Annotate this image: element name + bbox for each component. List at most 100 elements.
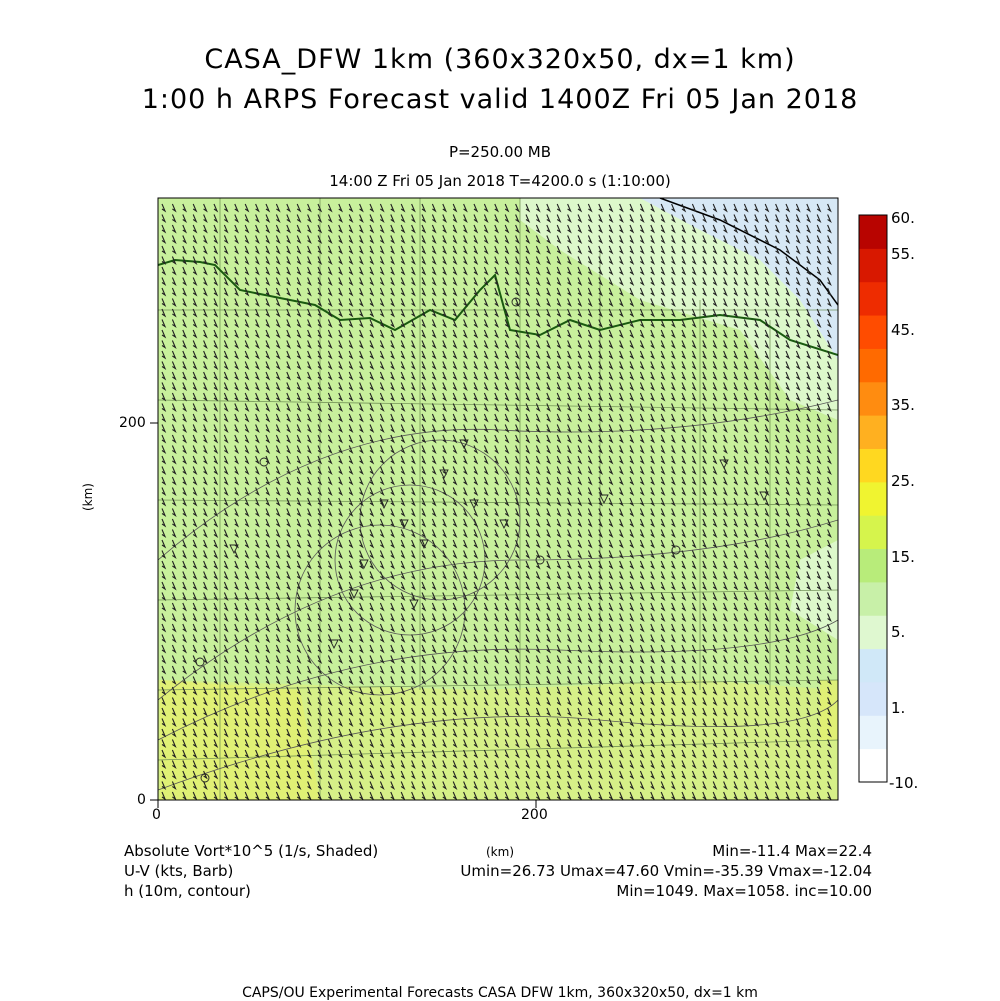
wind-barb (764, 329, 770, 339)
wind-barb (265, 203, 271, 213)
wind-barb (213, 749, 219, 759)
wind-barb (411, 749, 416, 759)
wind-barb (525, 235, 531, 244)
wind-barb (359, 235, 364, 244)
wind-barb (556, 445, 562, 454)
wind-barb (171, 392, 177, 402)
wind-barb (244, 235, 250, 244)
wind-barb (483, 602, 489, 612)
wind-barb (702, 770, 708, 780)
wind-barb (192, 529, 198, 538)
wind-barb (587, 560, 593, 570)
wind-barb (327, 508, 333, 517)
wind-barb (203, 592, 208, 601)
wind-barb (795, 791, 801, 800)
wind-barb (411, 361, 416, 370)
wind-barb (359, 644, 364, 654)
wind-barb (338, 287, 344, 297)
wind-barb (598, 266, 604, 276)
wind-barb (483, 224, 489, 234)
wind-barb (577, 686, 583, 696)
wind-barb (463, 644, 468, 654)
wind-barb (515, 424, 520, 433)
wind-barb (203, 413, 208, 423)
wind-barb (400, 770, 406, 780)
wind-barb (161, 434, 167, 444)
wind-barb (421, 466, 427, 475)
wind-barb (275, 455, 281, 465)
wind-barb (213, 277, 219, 286)
wind-barb (213, 508, 219, 517)
wind-barb (681, 539, 687, 549)
wind-barb (359, 476, 364, 486)
wind-barb (234, 602, 240, 612)
wind-barb (691, 581, 697, 591)
wind-barb (691, 676, 697, 685)
wind-barb (421, 298, 427, 307)
wind-barb (764, 277, 770, 286)
wind-barb (348, 350, 354, 360)
wind-barb (213, 718, 219, 727)
wind-barb (296, 350, 302, 360)
wind-barb (504, 319, 510, 328)
wind-barb (452, 497, 458, 507)
wind-barb (255, 613, 260, 622)
wind-barb (286, 497, 292, 507)
wind-barb (556, 256, 562, 265)
wind-barb (650, 718, 656, 727)
wind-barb (255, 203, 260, 213)
wind-barb (650, 581, 656, 591)
wind-barb (203, 214, 208, 223)
wind-barb (244, 392, 250, 402)
wind-barb (827, 686, 832, 696)
wind-barb (691, 203, 697, 213)
wind-barb (754, 707, 760, 717)
wind-barb (671, 728, 676, 738)
colorbar (859, 215, 887, 783)
wind-barb (504, 245, 510, 255)
wind-barb (504, 550, 510, 559)
wind-barb (754, 308, 760, 318)
wind-barb (286, 371, 292, 381)
wind-barb (515, 686, 520, 696)
wind-barb (234, 529, 240, 538)
wind-barb (182, 718, 188, 727)
wind-barb (223, 665, 229, 675)
wind-barb (764, 592, 770, 601)
colorbar-segment (859, 215, 887, 249)
wind-barb (327, 707, 333, 717)
wind-barb (182, 487, 188, 496)
wind-barb (223, 539, 229, 549)
wind-barb (400, 487, 406, 496)
wind-barb (348, 487, 354, 496)
wind-barb (535, 770, 541, 780)
wind-barb (244, 434, 250, 444)
wind-barb (743, 266, 749, 276)
wind-barb (327, 287, 333, 297)
wind-barb (577, 644, 583, 654)
wind-barb (494, 634, 500, 643)
wind-barb (754, 487, 760, 496)
wind-barb (182, 455, 188, 465)
wind-barb (660, 718, 666, 727)
wind-barb (369, 371, 375, 381)
wind-barb (338, 770, 344, 780)
wind-barb (234, 392, 240, 402)
wind-barb (234, 476, 240, 486)
wind-barb (650, 644, 656, 654)
wind-barb (504, 581, 510, 591)
wind-barb (431, 308, 437, 318)
wind-barb (827, 392, 832, 402)
wind-barb (431, 445, 437, 454)
wind-barb (816, 266, 822, 276)
wind-barb (317, 581, 323, 591)
wind-barb (733, 403, 739, 412)
wind-barb (691, 424, 697, 433)
wind-barb (660, 371, 666, 381)
wind-barb (359, 613, 364, 622)
wind-barb (546, 445, 552, 454)
wind-barb (775, 718, 780, 727)
wind-barb (213, 361, 219, 370)
wind-barb (827, 403, 832, 412)
wind-barb (348, 319, 354, 328)
